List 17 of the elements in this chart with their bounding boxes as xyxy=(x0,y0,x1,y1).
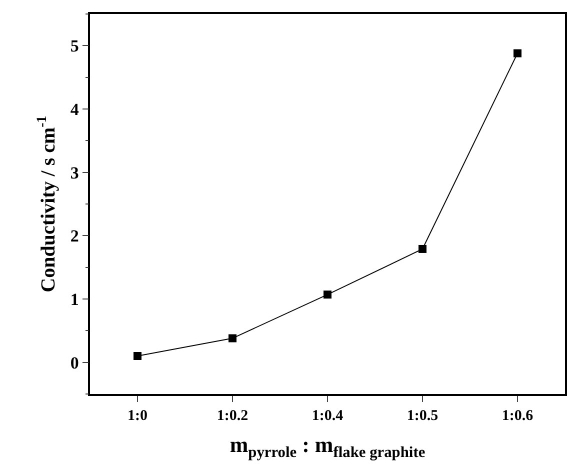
point xyxy=(228,334,236,342)
y-tick-label: 2 xyxy=(70,226,79,246)
x-axis-title: m$_{pyrrole}$ : m$_{flake graphite}$ xyxy=(230,432,426,461)
point xyxy=(514,49,522,58)
point xyxy=(418,244,426,253)
x-tick-label: 1:0 xyxy=(128,408,148,424)
y-tick-label: 1 xyxy=(70,290,79,309)
point xyxy=(324,290,332,299)
x-tick-label: 1:0.4 xyxy=(312,408,344,424)
y-tick-label: 3 xyxy=(70,163,79,182)
x-tick-label: 1:0.5 xyxy=(406,408,438,424)
y-tick-label: 0 xyxy=(70,353,79,372)
point xyxy=(134,352,142,360)
y-tick-label: 5 xyxy=(70,36,79,56)
x-tick-label: 1:0.6 xyxy=(502,408,534,424)
y-tick-label: 4 xyxy=(70,100,80,119)
x-tick-label: 1:0.2 xyxy=(216,408,248,424)
